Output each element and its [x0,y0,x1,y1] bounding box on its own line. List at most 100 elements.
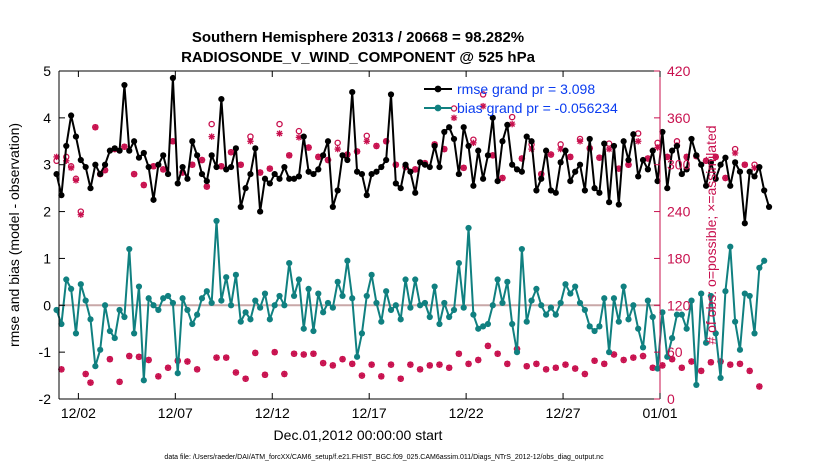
rmse-point [281,163,288,171]
rmse-point [707,159,714,166]
bias-point [489,302,496,309]
obs-assimilated-stroke [121,143,128,150]
rmse-point [53,170,60,178]
bias-point [213,217,220,225]
rmse-point [237,203,244,210]
rmse-point [489,114,496,121]
obs-assimilated-stroke [194,366,200,373]
bias-point [557,299,564,307]
rmse-point [271,170,278,178]
x-tick-label: 12/07 [158,405,193,421]
obs-assimilated-stroke [388,361,394,368]
bias-point [266,316,273,323]
rmse-point [232,145,240,152]
bias-point [329,304,336,311]
rmse-point [591,185,598,192]
obs-assimilated-point [208,133,215,140]
rmse-point [635,173,642,180]
obs-assimilated-stroke [150,163,157,170]
rmse-point [295,173,303,180]
legend-rmse-label: rmse grand pr = 3.098 [457,81,595,97]
bias-point [232,271,240,278]
rmse-point [203,178,210,185]
obs-assimilated-point [557,145,564,153]
obs-assimilated-stroke [465,360,472,367]
obs-assimilated-point [121,143,128,150]
obs-assimilated-point [436,361,443,368]
obs-assimilated-stroke [339,356,346,363]
obs-assimilated-stroke [320,360,327,366]
obs-assimilated-point [300,351,307,358]
obs-assimilated-stroke [329,362,336,369]
bias-point [145,295,152,302]
bias-point [397,316,404,323]
bias-point [591,327,598,335]
obs-assimilated-stroke [417,366,423,373]
rmse-point [116,147,123,154]
bias-point [450,306,458,314]
obs-assimilated-stroke [436,361,443,368]
y-tick-label-left: 3 [43,157,51,173]
bias-point [426,313,433,321]
obs-assimilated-point [305,144,312,151]
obs-assimilated-point [358,372,366,379]
rmse-point [402,161,409,168]
obs-assimilated-point [412,166,419,173]
obs-assimilated-point [571,365,579,372]
obs-assimilated-point [368,361,375,368]
bias-point [87,316,94,323]
legend: rmse grand pr = 3.098 bias grand pr = -0… [424,81,618,116]
rmse-point [654,178,661,185]
obs-assimilated-point [596,154,603,161]
rmse-series [53,74,773,227]
obs-assimilated-point [562,361,569,368]
rmse-point [576,161,584,168]
obs-assimilated-stroke [305,144,312,151]
obs-assimilated-point [736,360,744,368]
rmse-point [732,159,739,166]
obs-possible-point [208,120,215,128]
bias-point [97,346,104,353]
rmse-point [145,163,152,171]
rmse-point [431,142,438,150]
obs-assimilated-stroke [223,354,230,361]
obs-assimilated-point [387,361,395,368]
bias-point [82,297,89,304]
bias-point [121,313,128,321]
obs-assimilated-point [252,349,259,357]
rmse-point [310,170,317,178]
bias-point [518,245,525,253]
rmse-point [523,133,530,140]
rmse-point [140,149,147,157]
obs-assimilated-stroke [266,165,273,172]
rmse-point [610,142,618,150]
bias-point [567,290,574,297]
obs-assimilated-point [310,350,317,357]
obs-assimilated-stroke [732,150,738,156]
bias-point [615,318,622,325]
bias-point [732,318,739,325]
obs-assimilated-point [130,170,138,178]
bias-point [698,290,705,297]
bias-point [387,306,395,314]
bias-point [237,318,244,325]
obs-assimilated-point [445,364,453,371]
rmse-point [673,142,681,150]
obs-assimilated-stroke [480,103,486,110]
bias-point [227,302,235,309]
rmse-point [392,180,399,187]
rmse-line [55,77,771,225]
obs-assimilated-point [397,375,404,382]
bias-point [470,311,477,318]
obs-assimilated-stroke [455,350,462,357]
obs-assimilated-stroke [252,350,259,356]
bias-point [363,292,370,300]
bias-point [368,271,375,278]
obs-assimilated-stroke [625,161,632,168]
bias-point [203,288,210,295]
obs-assimilated-stroke [645,155,651,162]
obs-assimilated-point [741,161,749,168]
obs-assimilated-point [630,354,637,361]
bias-point [625,316,632,323]
obs-assimilated-point [625,161,632,168]
